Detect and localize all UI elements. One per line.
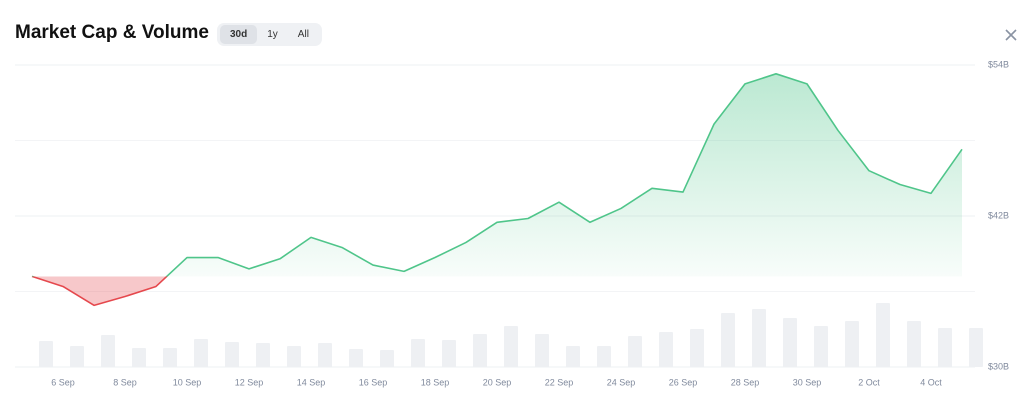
- volume-bar: [442, 340, 456, 367]
- y-tick-label: $42B: [988, 210, 1009, 220]
- x-tick-label: 10 Sep: [173, 377, 202, 387]
- volume-bar: [783, 318, 797, 367]
- x-tick-label: 8 Sep: [113, 377, 137, 387]
- close-button[interactable]: [1004, 28, 1018, 42]
- x-tick-label: 14 Sep: [297, 377, 326, 387]
- x-tick-label: 30 Sep: [793, 377, 822, 387]
- volume-bar: [752, 309, 766, 367]
- area: [32, 73, 962, 306]
- volume-bar: [907, 321, 921, 367]
- range-tab[interactable]: All: [297, 29, 309, 40]
- volume-bar: [597, 346, 611, 367]
- volume-bar: [535, 334, 549, 367]
- volume-bar: [287, 346, 301, 367]
- range-tab[interactable]: 30d: [220, 25, 258, 44]
- x-tick-label: 16 Sep: [359, 377, 388, 387]
- volume-bar: [256, 343, 270, 367]
- x-tick-label: 6 Sep: [51, 377, 75, 387]
- range-tab[interactable]: 1y: [267, 29, 278, 40]
- x-tick-label: 26 Sep: [669, 377, 698, 387]
- x-tick-label: 22 Sep: [545, 377, 574, 387]
- volume-bar: [225, 342, 239, 367]
- line: [31, 73, 963, 307]
- x-tick-label: 28 Sep: [731, 377, 760, 387]
- y-tick-label: $54B: [988, 59, 1009, 69]
- volume-bar: [411, 339, 425, 367]
- volume-bar: [721, 313, 735, 367]
- volume-bar: [659, 332, 673, 367]
- title: Market Cap & Volume: [15, 22, 209, 43]
- range-tabs: 30d 1y All: [217, 23, 322, 46]
- volume-bar: [194, 339, 208, 367]
- x-tick-label: 20 Sep: [483, 377, 512, 387]
- volume-bar: [318, 343, 332, 367]
- volume-bar: [380, 350, 394, 367]
- volume-bar: [70, 346, 84, 367]
- volume-bar: [101, 335, 115, 367]
- x-tick-label: 4 Oct: [920, 377, 942, 387]
- volume-bar: [473, 334, 487, 367]
- volume-bar: [39, 341, 53, 367]
- x-tick-label: 2 Oct: [858, 377, 880, 387]
- volume-bar: [876, 303, 890, 367]
- volume-bar: [628, 336, 642, 367]
- volume-bar: [845, 321, 859, 367]
- x-tick-label: 18 Sep: [421, 377, 450, 387]
- volume-bar: [690, 329, 704, 367]
- y-tick-label: $30B: [988, 361, 1009, 371]
- volume-bar: [132, 348, 146, 367]
- volume-bar: [163, 348, 177, 367]
- x-tick-label: 24 Sep: [607, 377, 636, 387]
- volume-bar: [969, 328, 983, 367]
- volume-bar: [814, 326, 828, 367]
- volume-bar: [504, 326, 518, 367]
- volume-bar: [349, 349, 363, 367]
- x-tick-label: 12 Sep: [235, 377, 264, 387]
- volume-bar: [566, 346, 580, 367]
- volume-bar: [938, 328, 952, 367]
